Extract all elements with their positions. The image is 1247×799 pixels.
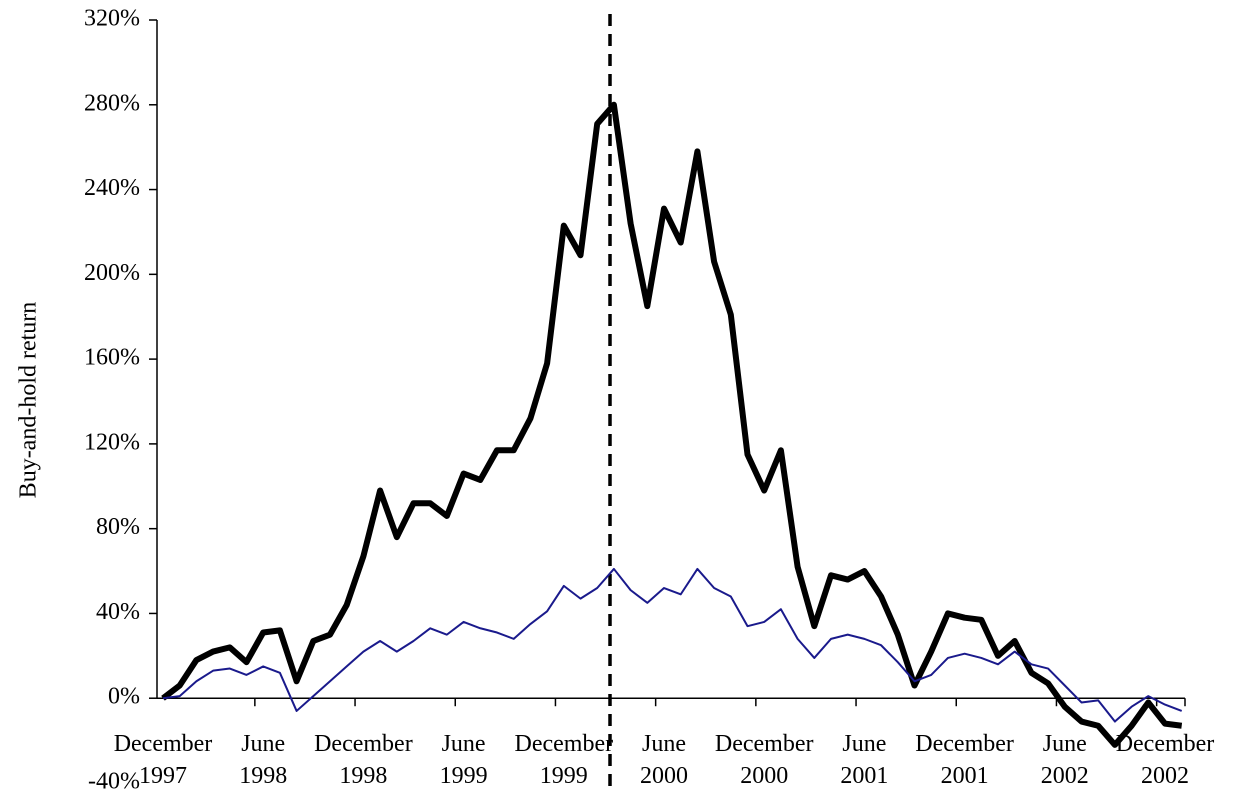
x-tick-label: December 2000	[714, 731, 814, 790]
y-tick-label: 40%	[96, 599, 140, 625]
y-tick-label: 320%	[84, 6, 140, 32]
y-tick-label: 200%	[84, 260, 140, 286]
y-tick-label: 160%	[84, 345, 140, 371]
y-tick-label: 240%	[84, 175, 140, 201]
x-tick-label: June 1999	[439, 731, 488, 790]
x-tick-label: June 2000	[640, 731, 688, 790]
data-line	[162, 567, 1183, 723]
x-tick-label: December 2002	[1115, 731, 1215, 790]
x-tick-label: June 1998	[239, 731, 288, 790]
y-tick-label: 0%	[108, 684, 140, 710]
y-axis-label: Buy-and-hold return	[16, 302, 42, 499]
y-tick-label: 120%	[84, 429, 140, 455]
y-tick-label: 80%	[96, 514, 140, 540]
x-tick-label: December 2001	[915, 731, 1014, 790]
x-tick-label: June 2001	[840, 731, 889, 790]
x-tick-label: June 2002	[1040, 731, 1089, 790]
data-line	[161, 101, 1183, 748]
y-tick-label: 280%	[84, 90, 140, 116]
x-tick-label: December 1999	[514, 731, 614, 790]
y-tick-label: -40%	[88, 769, 140, 795]
x-tick-label: December 1997	[113, 731, 213, 790]
x-tick-label: December 1998	[314, 731, 413, 790]
